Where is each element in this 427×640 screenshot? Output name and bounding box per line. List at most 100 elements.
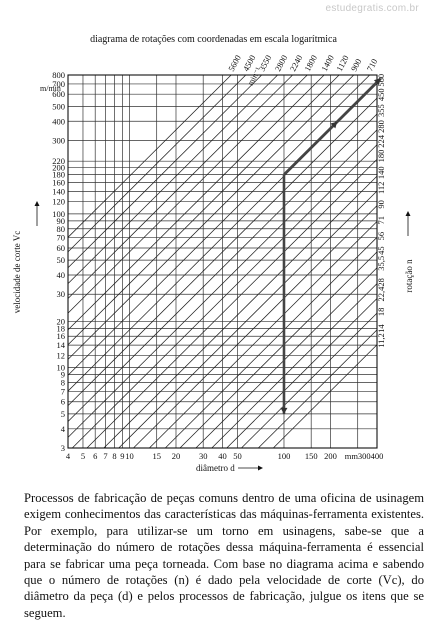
x-tick-label: 4 bbox=[66, 451, 71, 461]
rotation-line bbox=[72, 144, 378, 449]
x-tick-label: 30 bbox=[199, 451, 208, 461]
x-axis-label: diâmetro d bbox=[196, 463, 235, 473]
y-tick-label: 12 bbox=[57, 350, 66, 360]
top-tick-label: 710 bbox=[365, 57, 380, 73]
rotation-line bbox=[86, 159, 378, 449]
y-tick-label: 100 bbox=[52, 209, 65, 219]
x-tick-label: 400 bbox=[371, 451, 384, 461]
top-tick-label: 2240 bbox=[288, 53, 305, 73]
right-tick-label: 355 bbox=[376, 104, 386, 117]
right-tick-label: 22,4 bbox=[376, 286, 386, 302]
rotation-line bbox=[67, 74, 340, 346]
y-axis-label: velocidade de corte Vc bbox=[12, 231, 22, 314]
top-tick-label: 1120 bbox=[334, 54, 351, 73]
right-axis-label: rotação n bbox=[404, 259, 414, 293]
x-tick-label: 7 bbox=[103, 451, 107, 461]
right-tick-label: 560 bbox=[376, 74, 386, 87]
example-arrow-mid bbox=[330, 121, 338, 129]
x-tick-label: mm300 bbox=[345, 451, 371, 461]
y-tick-label: 500 bbox=[52, 101, 65, 111]
y-unit-label: m/min bbox=[40, 84, 61, 93]
rotation-line bbox=[258, 329, 378, 449]
y-tick-label: 160 bbox=[52, 177, 65, 187]
y-tick-label: 5 bbox=[61, 409, 65, 419]
y-tick-label: 200 bbox=[52, 163, 65, 173]
y-tick-label: 10 bbox=[57, 363, 66, 373]
example-arrow-up bbox=[280, 407, 288, 414]
y-tick-label: 70 bbox=[57, 233, 66, 243]
right-tick-label: 56 bbox=[376, 232, 386, 241]
right-tick-label: 14 bbox=[376, 324, 386, 333]
right-tick-label: 45 bbox=[376, 246, 386, 255]
frame bbox=[67, 74, 378, 449]
rotation-line bbox=[165, 237, 378, 449]
rotation-line bbox=[273, 344, 378, 449]
y-ticks: 3456789101214161820304050607080901001201… bbox=[52, 70, 66, 453]
rotation-line bbox=[67, 97, 378, 406]
chart-title: diagrama de rotações com coordenadas em … bbox=[90, 34, 337, 45]
right-ticks: 11,214 18 22,428 35,545 56 71 90 112 140 180 22428… bbox=[376, 74, 386, 348]
x-tick-label: 40 bbox=[218, 451, 227, 461]
right-tick-label: 71 bbox=[376, 216, 386, 225]
y-tick-label: 120 bbox=[52, 197, 65, 207]
watermark: estudegratis.com.br bbox=[325, 3, 419, 14]
right-tick-label: 280 bbox=[376, 120, 386, 133]
rotation-line bbox=[67, 74, 308, 314]
rotation-line bbox=[67, 74, 325, 331]
x-tick-label: 150 bbox=[305, 451, 318, 461]
x-tick-label: 5 bbox=[81, 451, 85, 461]
y-tick-label: 18 bbox=[57, 323, 66, 333]
y-tick-label: 30 bbox=[57, 289, 66, 299]
example-path bbox=[280, 77, 382, 414]
y-tick-label: 6 bbox=[61, 397, 65, 407]
x-tick-label: 20 bbox=[172, 451, 181, 461]
right-tick-label: 90 bbox=[376, 200, 386, 209]
y-tick-label: 4 bbox=[61, 424, 66, 434]
rotation-line bbox=[67, 74, 355, 360]
rotation-line bbox=[67, 129, 378, 438]
right-tick-label: 18 bbox=[376, 308, 386, 317]
y-tick-label: 14 bbox=[57, 340, 66, 350]
rotation-line bbox=[226, 298, 378, 449]
top-tick-label: 2800 bbox=[273, 53, 290, 73]
x-tick-label: 100 bbox=[278, 451, 291, 461]
top-tick-label: 1400 bbox=[319, 53, 336, 73]
rotation-line bbox=[133, 205, 378, 449]
rotation-line bbox=[103, 175, 378, 449]
example-arrow-end bbox=[373, 78, 381, 86]
right-tick-label: 224 bbox=[376, 134, 386, 148]
right-tick-label: 450 bbox=[376, 88, 386, 101]
rotation-line bbox=[67, 74, 232, 238]
top-tick-label: 1800 bbox=[302, 53, 319, 73]
right-axis-arrowhead bbox=[405, 211, 411, 216]
rotation-line bbox=[118, 190, 378, 449]
y-tick-label: 50 bbox=[57, 255, 66, 265]
rotation-line bbox=[67, 74, 247, 253]
rotation-line bbox=[241, 312, 378, 449]
y-tick-label: 80 bbox=[57, 224, 66, 234]
rotation-line bbox=[179, 251, 378, 449]
x-tick-label: 9 bbox=[120, 451, 124, 461]
x-ticks: 4 5 6 7 8 9 10 15 20 30 40 50 100 150 200 mm300 400 bbox=[66, 451, 384, 461]
y-tick-label: 3 bbox=[61, 443, 65, 453]
question-paragraph: Processos de fabricação de peças comuns … bbox=[24, 491, 424, 620]
rotation-line bbox=[67, 74, 262, 269]
right-tick-label: 11,2 bbox=[376, 333, 386, 348]
y-tick-label: 180 bbox=[52, 170, 65, 180]
x-tick-label: 15 bbox=[152, 451, 161, 461]
rotation-line bbox=[67, 74, 370, 376]
y-tick-label: 20 bbox=[57, 316, 66, 326]
example-diagonal bbox=[283, 77, 382, 176]
y-tick-label: 600 bbox=[52, 89, 65, 99]
rotation-line bbox=[67, 113, 378, 422]
y-tick-label: 400 bbox=[52, 116, 65, 126]
rotation-line bbox=[211, 283, 378, 449]
rotation-line bbox=[67, 74, 278, 284]
y-tick-label: 800 bbox=[52, 70, 65, 80]
y-tick-label: 90 bbox=[57, 216, 66, 226]
x-tick-label: 10 bbox=[125, 451, 134, 461]
x-tick-label: 6 bbox=[93, 451, 97, 461]
rotation-line bbox=[67, 74, 293, 299]
y-tick-label: 8 bbox=[61, 378, 65, 388]
y-tick-label: 16 bbox=[57, 331, 66, 341]
